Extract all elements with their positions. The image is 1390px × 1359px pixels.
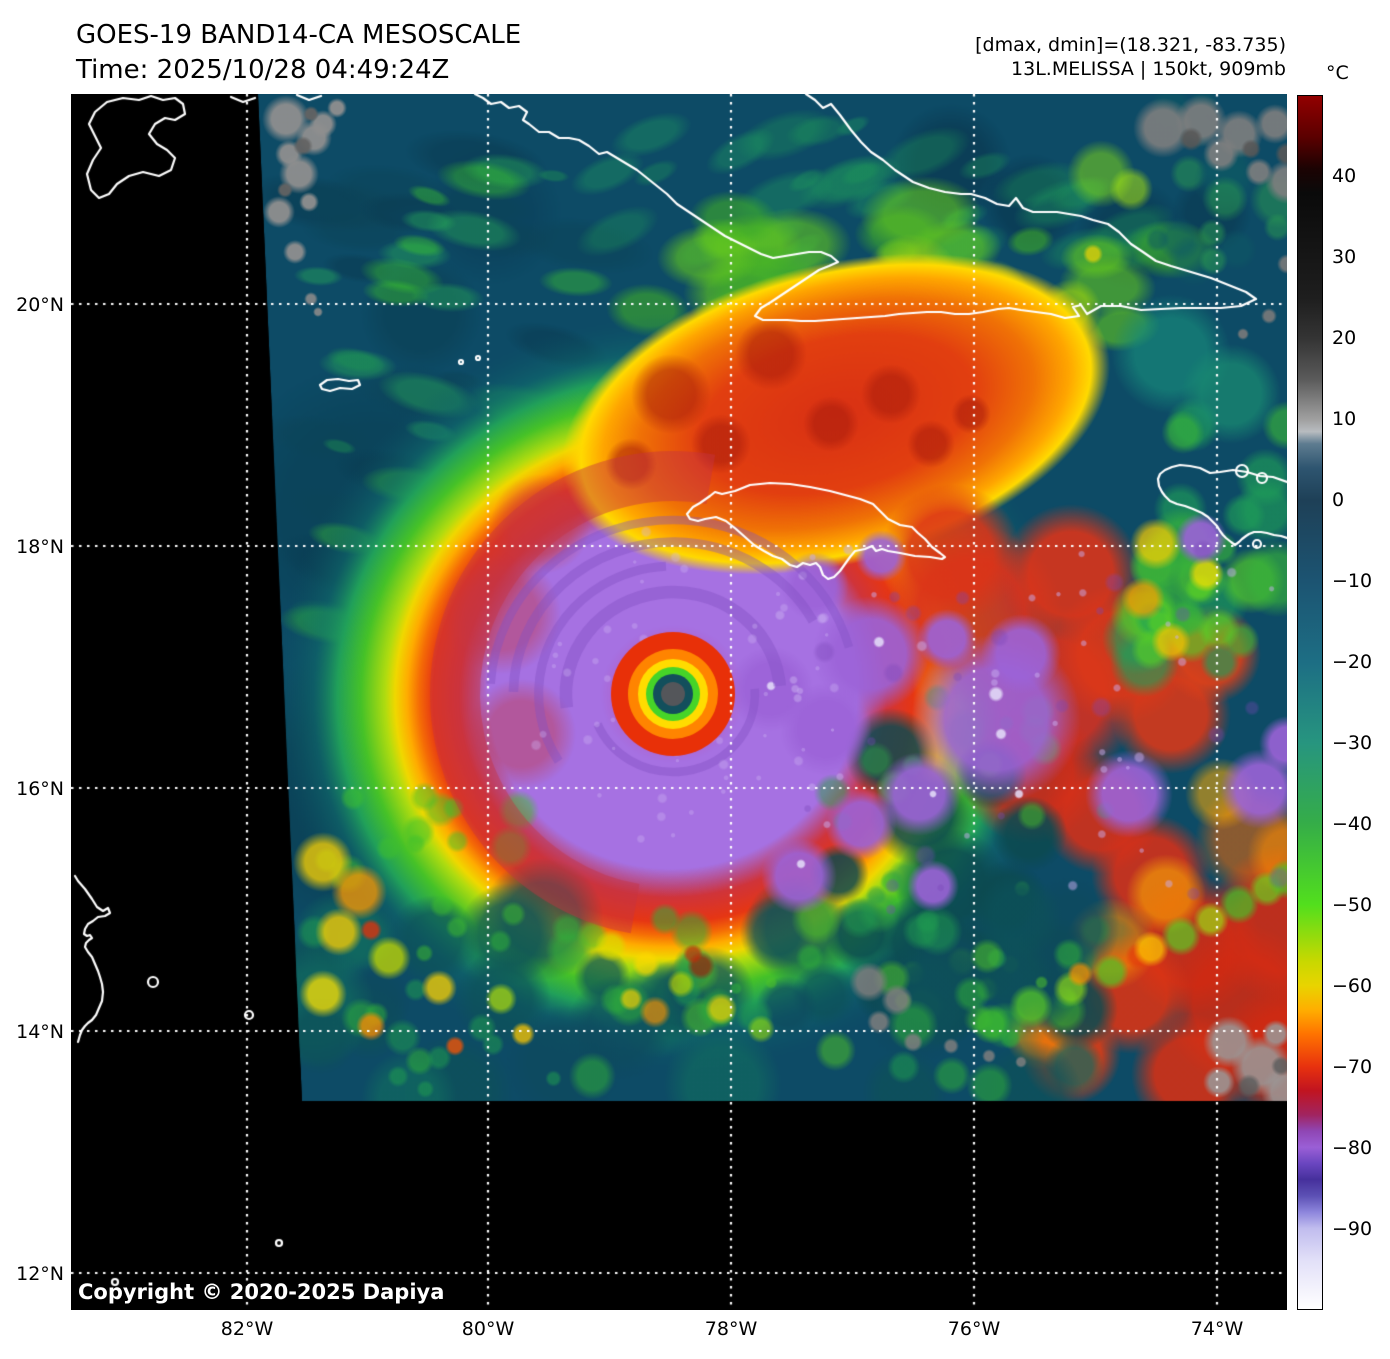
lon-tick-label: 74°W [1190,1318,1244,1340]
lon-tick-label: 78°W [704,1318,758,1340]
satellite-image [71,94,1287,1310]
colorbar-tick-label: −70 [1332,1056,1373,1078]
colorbar-unit-label: °C [1326,62,1349,84]
lat-tick-label: 16°N [16,778,64,800]
dmax-dmin-readout: [dmax, dmin]=(18.321, -83.735) [975,34,1286,56]
colorbar-tick-label: 20 [1332,327,1357,349]
page-title: GOES-19 BAND14-CA MESOSCALE [76,20,522,50]
colorbar-tick-label: 30 [1332,246,1357,268]
colorbar-tick-label: −60 [1332,975,1373,997]
colorbar-tick-label: −20 [1332,651,1373,673]
colorbar-tick-label: −80 [1332,1137,1373,1159]
colorbar [1297,95,1323,1310]
colorbar-tick-label: 40 [1332,165,1357,187]
colorbar-tick-label: −90 [1332,1218,1373,1240]
colorbar-tick-label: −40 [1332,813,1373,835]
colorbar-tick-label: −10 [1332,570,1373,592]
lon-tick-label: 82°W [220,1318,274,1340]
lat-tick-label: 12°N [16,1263,64,1285]
lat-tick-label: 20°N [16,294,64,316]
colorbar-tick-label: −30 [1332,732,1373,754]
lon-tick-label: 76°W [947,1318,1001,1340]
timestamp: Time: 2025/10/28 04:49:24Z [76,55,450,85]
lat-tick-label: 14°N [16,1021,64,1043]
lat-tick-label: 18°N [16,536,64,558]
storm-info: 13L.MELISSA | 150kt, 909mb [1011,58,1286,80]
colorbar-tick-label: 0 [1332,489,1345,511]
copyright-watermark: Copyright © 2020-2025 Dapiya [78,1280,445,1304]
map-plot-area [71,94,1287,1310]
colorbar-tick-label: −50 [1332,894,1373,916]
colorbar-tick-label: 10 [1332,408,1357,430]
lon-tick-label: 80°W [461,1318,515,1340]
